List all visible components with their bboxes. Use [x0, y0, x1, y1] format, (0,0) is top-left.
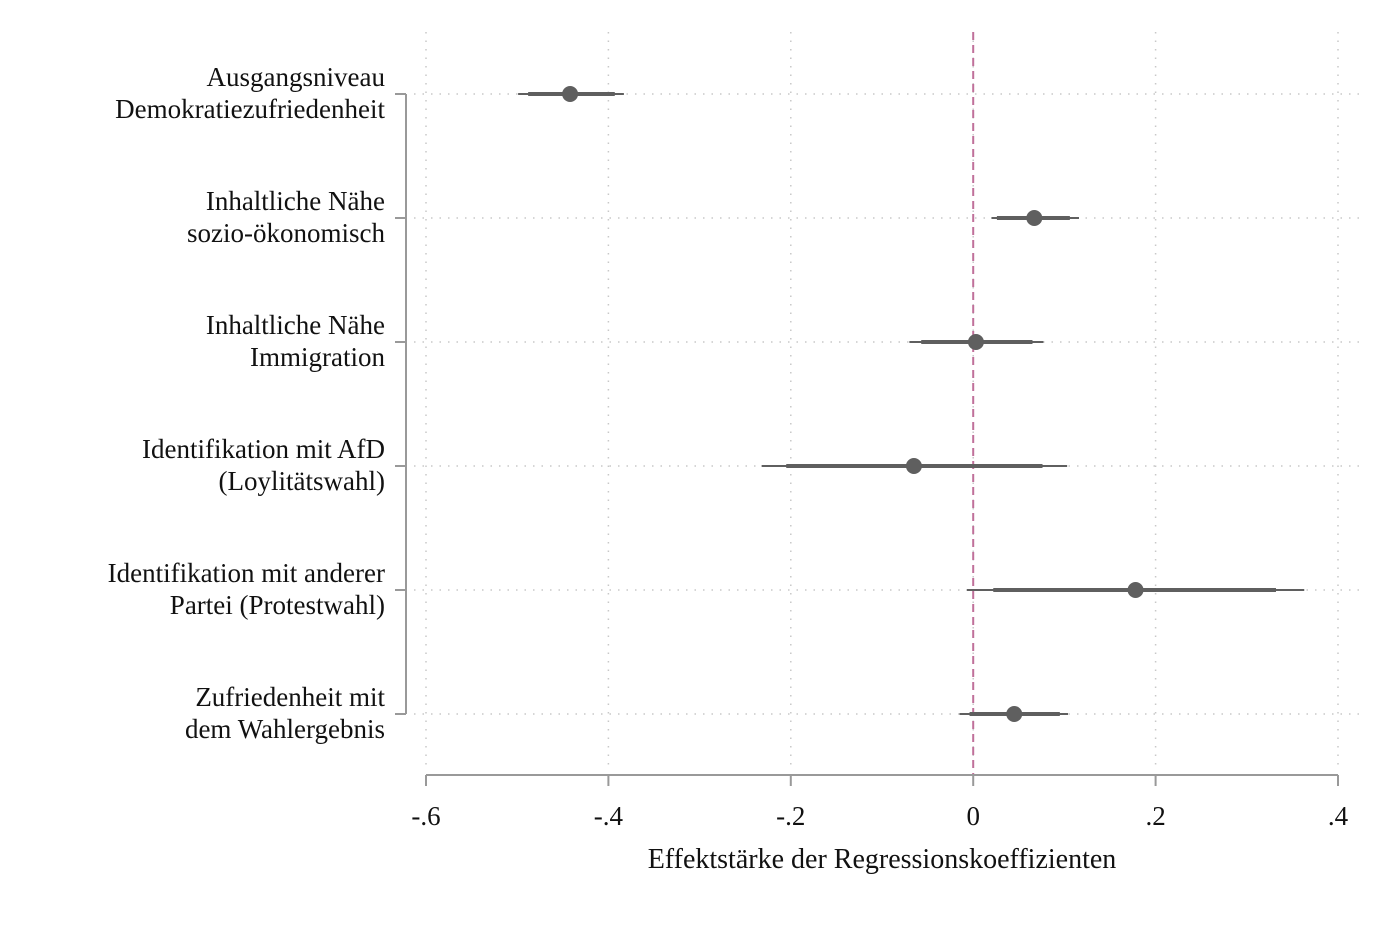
grid: [414, 32, 1360, 775]
point-estimate: [1006, 706, 1023, 722]
y-tick-label: Identifikation mit AfD: [142, 434, 385, 464]
y-tick-label: dem Wahlergebnis: [185, 714, 385, 744]
point-estimate: [562, 86, 579, 102]
x-tick-label: .4: [1328, 801, 1349, 831]
x-tick-label: -.4: [594, 801, 624, 831]
point-estimate: [967, 334, 984, 350]
y-tick-label: sozio-ökonomisch: [187, 218, 385, 248]
y-tick-label: Inhaltliche Nähe: [206, 186, 385, 216]
y-tick-label: Inhaltliche Nähe: [206, 310, 385, 340]
coefficients: [518, 86, 1305, 722]
x-axis: -.6 -.4 -.2 0 .2 .4: [411, 774, 1349, 831]
x-axis-title: Effektstärke der Regressionskoeffiziente…: [648, 844, 1117, 875]
x-tick-label: -.6: [411, 801, 440, 831]
y-tick-label: Demokratiezufriedenheit: [115, 94, 385, 124]
y-tick-label: Partei (Protestwahl): [170, 590, 385, 620]
x-tick-label: 0: [966, 801, 980, 831]
y-tick-label: Zufriedenheit mit: [195, 682, 385, 712]
y-tick-label: Identifikation mit anderer: [108, 558, 385, 588]
y-tick-label: Ausgangsniveau: [207, 62, 386, 92]
point-estimate: [1127, 582, 1144, 598]
point-estimate: [1026, 210, 1043, 226]
x-tick-label: -.2: [776, 801, 805, 831]
x-tick-label: .2: [1145, 801, 1165, 831]
point-estimate: [905, 458, 922, 474]
y-tick-label: (Loylitätswahl): [219, 466, 385, 496]
y-tick-label: Immigration: [250, 342, 385, 372]
